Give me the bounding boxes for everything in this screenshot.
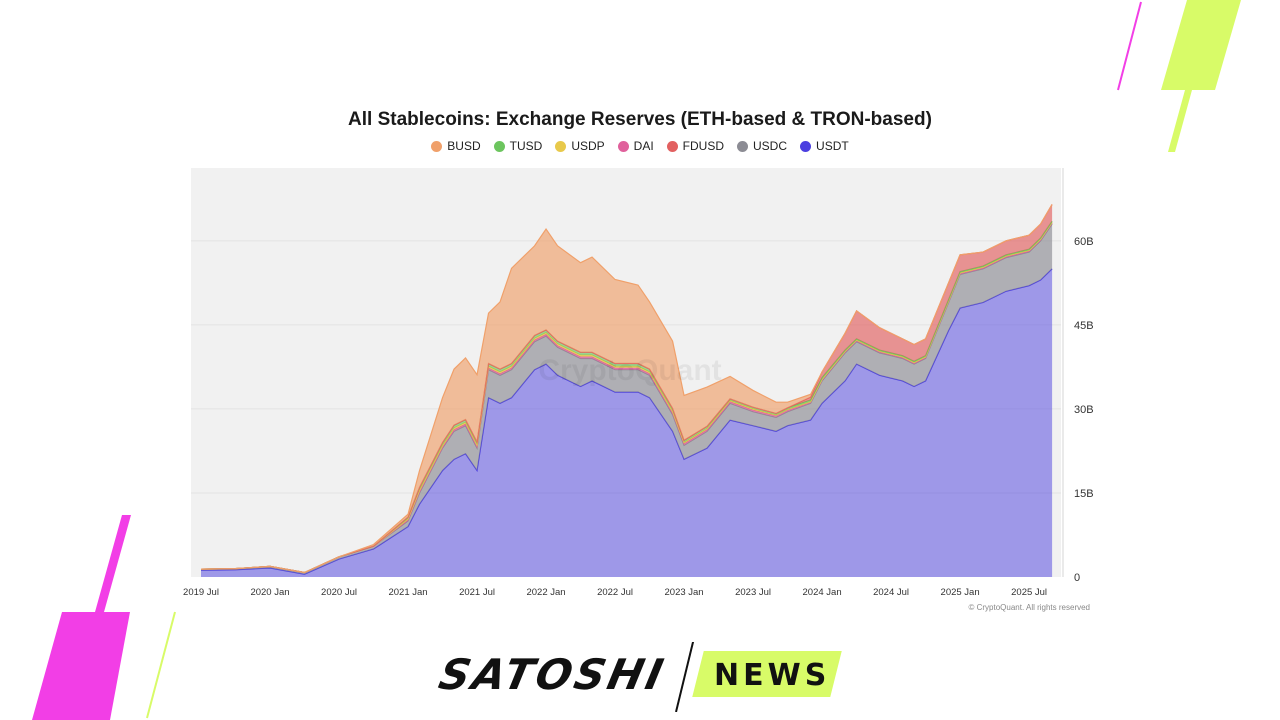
magenta-bar-bottom [32,612,130,720]
magenta-line-top [1117,1,1142,91]
stacked-areas [200,204,1053,577]
legend-swatch [431,140,443,152]
legend-label: USDP [571,139,605,153]
lime-stick-top [1168,90,1192,152]
legend-swatch [617,140,629,152]
legend-item-dai[interactable]: DAI [617,139,654,153]
legend-item-fdusd[interactable]: FDUSD [666,139,725,153]
legend-swatch [737,140,749,152]
logo-news-text: NEWS [714,658,831,693]
x-tick-label: 2023 Jan [665,587,704,598]
legend-label: FDUSD [682,139,725,153]
legend-swatch [800,140,812,152]
legend-swatch [666,140,678,152]
x-tick-label: 2022 Jan [526,587,565,598]
x-tick-label: 2020 Jul [321,587,357,598]
legend-label: USDC [753,139,788,153]
legend-item-tusd[interactable]: TUSD [493,139,543,153]
satoshi-news-logo: SATOSHI NEWS [435,642,860,712]
x-tick-label: 2022 Jul [597,587,633,598]
series-line-busd [200,204,1053,574]
magenta-stick-bottom [95,515,131,612]
logo-divider [675,642,695,712]
x-tick-label: 2019 Jul [183,587,219,598]
legend-swatch [493,140,505,152]
y-tick-label: 0 [1074,572,1080,584]
x-tick-label: 2020 Jan [250,587,289,598]
legend-item-busd[interactable]: BUSD [431,139,481,153]
legend-label: TUSD [509,139,543,153]
chart-title: All Stablecoins: Exchange Reserves (ETH-… [348,109,932,130]
legend: BUSD TUSD USDP DAI FDUSD USDC USDT [0,139,1280,153]
x-tick-label: 2024 Jan [803,587,842,598]
y-tick-label: 45B [1074,320,1094,332]
x-tick-label: 2023 Jul [735,587,771,598]
legend-item-usdp[interactable]: USDP [555,139,605,153]
watermark: CryptoQuant [538,354,721,387]
y-tick-label: 15B [1074,488,1094,500]
legend-label: DAI [633,139,654,153]
y-tick-label: 60B [1074,236,1094,248]
x-tick-label: 2024 Jul [873,587,909,598]
series-area-usdt [201,268,1053,577]
x-tick-label: 2025 Jan [941,587,980,598]
x-tick-label: 2021 Jul [459,587,495,598]
legend-label: USDT [816,139,849,153]
legend-swatch [555,140,567,152]
x-tick-label: 2025 Jul [1011,587,1047,598]
lime-line-bottom [146,611,176,719]
copyright-note: © CryptoQuant. All rights reserved [968,603,1091,612]
x-tick-label: 2021 Jan [388,587,427,598]
lime-bar-top [1161,0,1241,90]
y-tick-label: 30B [1074,404,1094,416]
legend-item-usdt[interactable]: USDT [800,139,849,153]
legend-item-usdc[interactable]: USDC [737,139,787,153]
legend-label: BUSD [447,139,481,153]
